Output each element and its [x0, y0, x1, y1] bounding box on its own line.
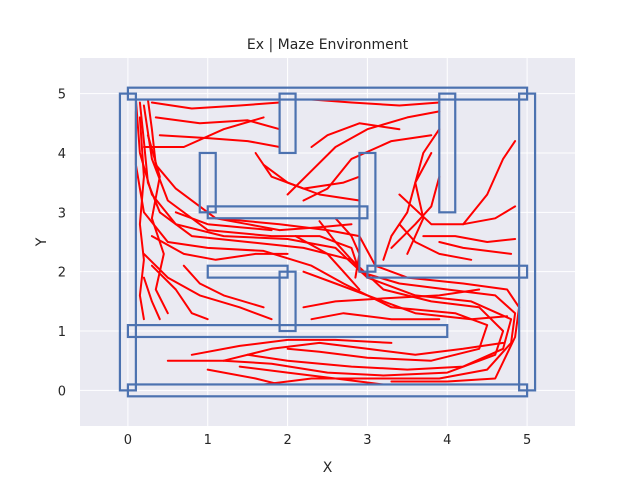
- wall-4: [278, 92, 297, 155]
- trajectory-2: [142, 104, 517, 386]
- x-axis-label: X: [323, 460, 333, 476]
- trajectory-35: [190, 338, 393, 356]
- trajectory-18: [262, 163, 361, 202]
- trajectory-8: [150, 264, 209, 321]
- trajectory-40: [150, 235, 289, 261]
- wall-5: [438, 92, 457, 214]
- x-tick-label-2: 2: [283, 433, 291, 448]
- trajectory-7: [142, 252, 273, 321]
- x-tick-label-0: 0: [124, 433, 132, 448]
- wall-10: [278, 270, 297, 333]
- y-tick-label-2: 2: [58, 266, 66, 281]
- trajectory-39: [174, 211, 273, 232]
- trajectory-29: [302, 288, 481, 309]
- trajectory-9: [142, 276, 161, 321]
- x-tick-label-3: 3: [363, 433, 371, 448]
- trajectory-33: [334, 217, 361, 279]
- x-tick-label-1: 1: [204, 433, 212, 448]
- trajectory-28: [302, 270, 509, 321]
- y-tick-label-4: 4: [58, 147, 66, 162]
- x-tick-label-5: 5: [523, 433, 531, 448]
- y-tick-label-1: 1: [58, 325, 66, 340]
- trajectory-1: [134, 98, 513, 371]
- y-tick-label-3: 3: [58, 206, 66, 221]
- wall-3: [518, 92, 537, 392]
- y-tick-labels: 0 1 2 3 4 5: [58, 88, 66, 400]
- wall-12: [126, 323, 449, 339]
- trajectory-30: [310, 312, 441, 321]
- trajectory-31: [294, 235, 361, 291]
- trajectory-20: [382, 128, 441, 261]
- trajectory-23: [438, 241, 513, 255]
- trajectory-24: [422, 235, 517, 243]
- trajectory-27: [398, 223, 473, 261]
- trajectory-0: [138, 101, 505, 377]
- grid: [80, 58, 575, 426]
- trajectory-38: [214, 217, 353, 232]
- maze-walls: [118, 86, 537, 398]
- plot-background: [80, 58, 575, 426]
- trajectory-37: [206, 368, 281, 386]
- y-tick-label-5: 5: [58, 88, 66, 103]
- trajectory-10: [150, 101, 281, 110]
- trajectory-11: [154, 116, 281, 131]
- x-tick-labels: 0 1 2 3 4 5: [124, 433, 531, 448]
- trajectory-26: [462, 140, 517, 226]
- wall-2: [118, 92, 137, 392]
- trajectory-22: [406, 152, 433, 255]
- y-tick-label-0: 0: [58, 384, 66, 399]
- wall-7: [206, 205, 369, 220]
- trajectory-14: [310, 98, 441, 107]
- trajectory-17: [302, 134, 433, 202]
- trajectory-15: [286, 110, 441, 196]
- trajectory-12: [158, 134, 281, 148]
- y-axis-label: Y: [34, 237, 50, 247]
- chart-title: Ex | Maze Environment: [247, 37, 409, 53]
- trajectory-13: [142, 116, 265, 148]
- x-tick-label-4: 4: [443, 433, 451, 448]
- trajectory-6: [146, 134, 169, 315]
- trajectory-5: [138, 116, 145, 321]
- wall-11: [366, 264, 529, 279]
- trajectory-41: [182, 264, 265, 309]
- trajectory-19: [310, 122, 401, 148]
- trajectory-34: [222, 341, 505, 362]
